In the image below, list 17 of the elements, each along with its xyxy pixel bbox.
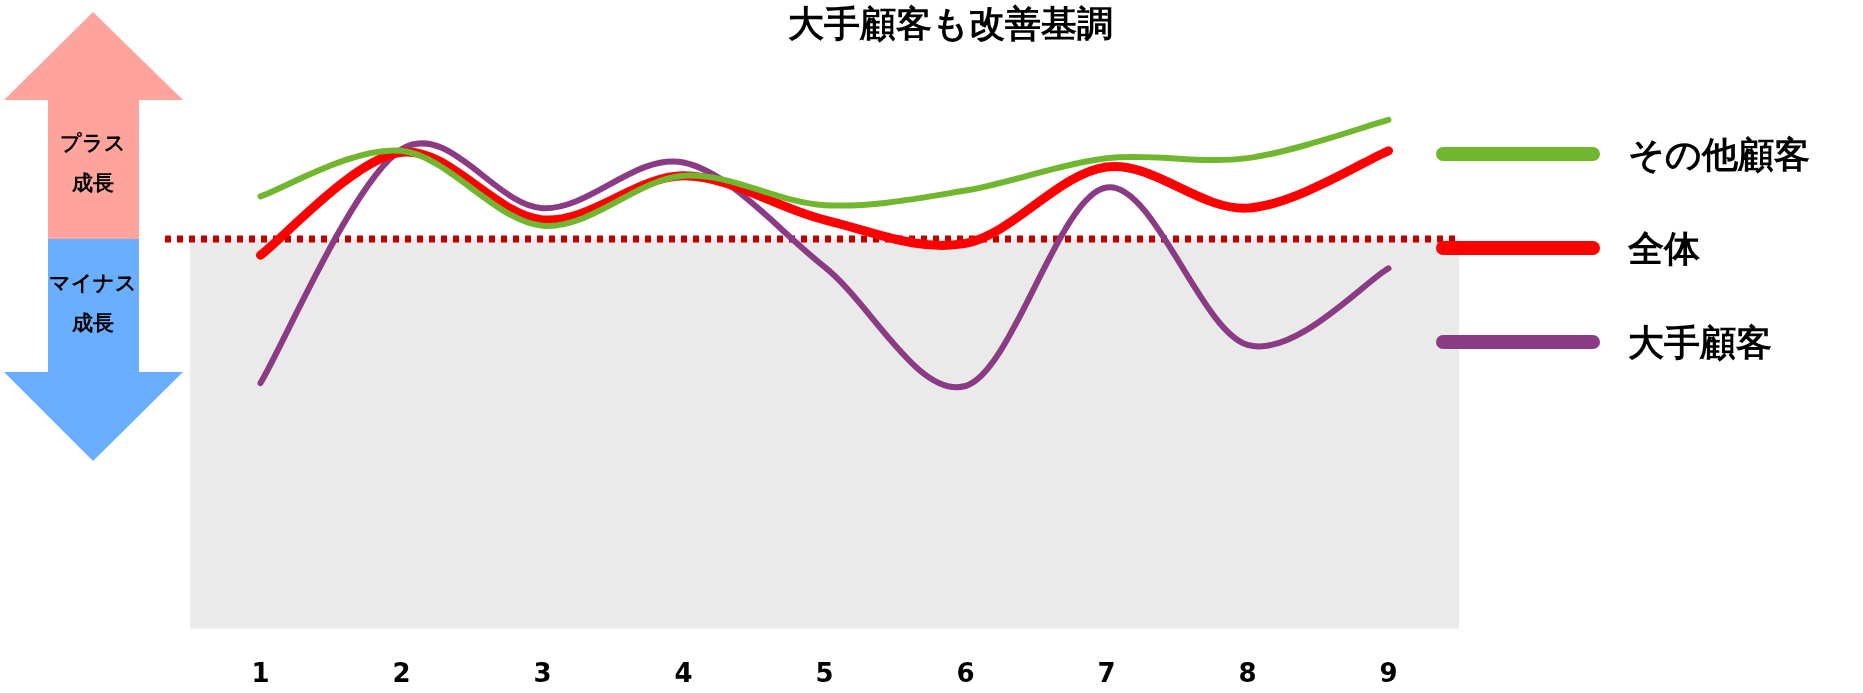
legend-label: 全体: [1627, 228, 1701, 269]
text: 成長: [71, 311, 114, 335]
text: マイナス: [49, 271, 137, 295]
text: 成長: [71, 171, 114, 195]
text: プラス: [60, 131, 126, 155]
chart-title: 大手顧客も改善基調: [787, 3, 1113, 44]
x-tick-label: 9: [1379, 658, 1398, 688]
x-tick-label: 8: [1238, 658, 1257, 688]
legend-label: 大手顧客: [1628, 322, 1772, 363]
x-tick-label: 4: [674, 658, 693, 688]
x-tick-label: 2: [392, 658, 411, 688]
x-tick-label: 7: [1097, 658, 1116, 688]
legend-label: その他顧客: [1628, 134, 1810, 175]
x-tick-label: 5: [815, 658, 834, 688]
x-tick-label: 1: [251, 658, 270, 688]
x-tick-label: 6: [956, 658, 975, 688]
x-tick-label: 3: [533, 658, 552, 688]
